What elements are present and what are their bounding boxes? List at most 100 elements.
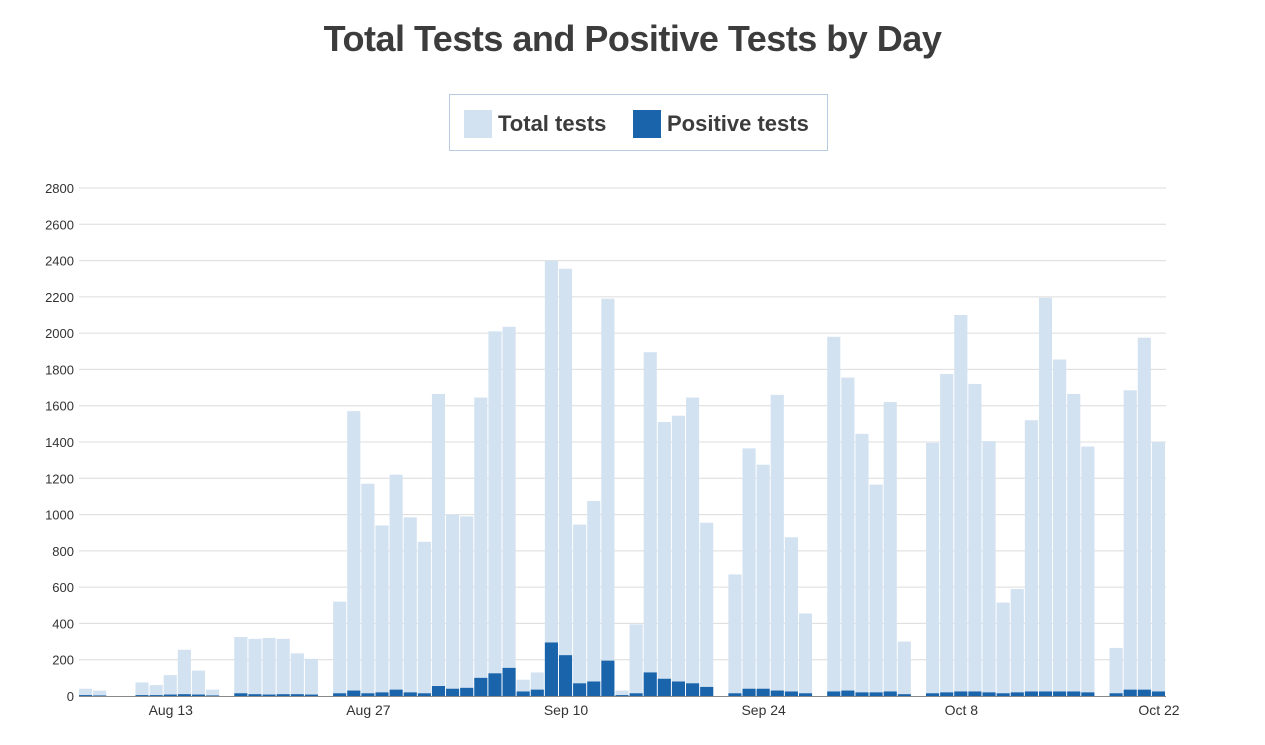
positive-tests-bar [686, 683, 700, 696]
total-tests-bar [756, 464, 770, 696]
y-tick-label: 1400 [45, 435, 74, 450]
y-tick-label: 200 [52, 653, 74, 668]
total-tests-bar [601, 298, 615, 696]
total-tests-bar [149, 685, 163, 696]
y-tick-label: 400 [52, 616, 74, 631]
legend-item-positive: Positive tests [633, 110, 809, 138]
positive-tests-bar [940, 692, 954, 696]
total-tests-bar [361, 483, 375, 696]
y-tick-label: 1000 [45, 508, 74, 523]
total-tests-bar [643, 352, 657, 696]
positive-tests-bar [276, 694, 290, 696]
positive-tests-bar [544, 642, 558, 696]
positive-tests-bar [728, 693, 742, 696]
total-tests-bar [1081, 446, 1095, 696]
y-tick-label: 2200 [45, 290, 74, 305]
x-tick-label: Aug 13 [149, 702, 194, 718]
positive-tests-bar [1109, 693, 1123, 696]
total-tests-bar [883, 402, 897, 696]
positive-tests-bar [784, 691, 798, 696]
total-tests-bar [615, 690, 629, 696]
y-tick-label: 2800 [45, 181, 74, 196]
positive-tests-bar [304, 694, 318, 696]
positive-tests-bar [558, 655, 573, 696]
total-tests-bar [573, 524, 587, 696]
positive-tests-bar [516, 691, 530, 696]
positive-tests-bar [93, 695, 107, 696]
x-tick-label: Sep 24 [741, 702, 786, 718]
y-tick-label: 0 [67, 689, 74, 704]
total-tests-bar [347, 411, 361, 696]
positive-tests-bar [629, 693, 643, 696]
total-tests-bar [417, 541, 431, 696]
total-tests-bar [431, 393, 446, 696]
x-tick-label: Sep 10 [544, 702, 589, 718]
positive-tests-bar [191, 694, 206, 696]
total-tests-bar [1151, 442, 1165, 696]
positive-tests-bar [982, 692, 996, 696]
positive-tests-bar [968, 691, 982, 696]
positive-tests-bar [657, 678, 671, 696]
total-tests-bar [587, 500, 601, 696]
total-tests-bar [629, 624, 643, 696]
positive-tests-bar [615, 695, 629, 696]
positive-tests-bar [1038, 691, 1053, 696]
total-tests-bar [996, 602, 1010, 696]
total-tests-bar [206, 689, 220, 696]
total-tests-bar [1109, 647, 1123, 696]
total-tests-bar [657, 422, 671, 696]
total-tests-bar [488, 331, 502, 696]
x-tick-label: Oct 8 [945, 702, 979, 718]
total-tests-bar [982, 441, 996, 696]
positive-tests-bar [756, 688, 770, 696]
positive-tests-bar [375, 692, 389, 696]
total-tests-bar [869, 484, 883, 696]
total-tests-bar [784, 537, 798, 696]
positive-tests-bar [954, 691, 968, 696]
positive-tests-bar [1081, 692, 1095, 696]
positive-tests-bar [926, 693, 940, 696]
positive-tests-bar [996, 693, 1010, 696]
positive-tests-bar [1010, 692, 1024, 696]
legend-swatch-total [464, 110, 492, 138]
total-tests-bar [93, 690, 107, 696]
positive-tests-bar [417, 693, 431, 696]
positive-tests-bar [573, 683, 587, 696]
positive-tests-bar [1053, 691, 1067, 696]
legend-item-total: Total tests [464, 110, 606, 138]
total-tests-bar [544, 260, 558, 696]
positive-tests-bar [234, 693, 248, 696]
total-tests-bar [248, 638, 262, 696]
total-tests-bar [403, 517, 417, 696]
positive-tests-bar [1151, 691, 1165, 696]
positive-tests-bar [601, 660, 615, 696]
positive-tests-bar [770, 690, 784, 696]
positive-tests-bar [206, 695, 220, 696]
positive-tests-bar [643, 672, 657, 696]
positive-tests-bar [1067, 691, 1081, 696]
y-tick-label: 1600 [45, 399, 74, 414]
total-tests-bar [375, 525, 389, 696]
total-tests-bar [333, 601, 347, 696]
total-tests-bar [926, 442, 940, 696]
positive-tests-bar [474, 677, 488, 696]
total-tests-bar [177, 649, 191, 696]
total-tests-bar [389, 474, 403, 696]
total-tests-bar [728, 574, 742, 696]
total-tests-bar [855, 433, 869, 696]
total-tests-bar [234, 637, 248, 696]
total-tests-bar [671, 415, 686, 696]
total-tests-bar [827, 336, 841, 696]
positive-tests-bar [135, 695, 149, 696]
positive-tests-bar [389, 689, 403, 696]
positive-tests-bar [855, 692, 869, 696]
legend-label-positive: Positive tests [667, 111, 809, 136]
positive-tests-bar [742, 688, 756, 696]
total-tests-bar [135, 682, 149, 696]
positive-tests-bar [798, 693, 813, 696]
total-tests-bar [1038, 297, 1053, 696]
total-tests-bar [770, 394, 784, 696]
positive-tests-bar [460, 687, 474, 696]
positive-tests-bar [530, 689, 544, 696]
